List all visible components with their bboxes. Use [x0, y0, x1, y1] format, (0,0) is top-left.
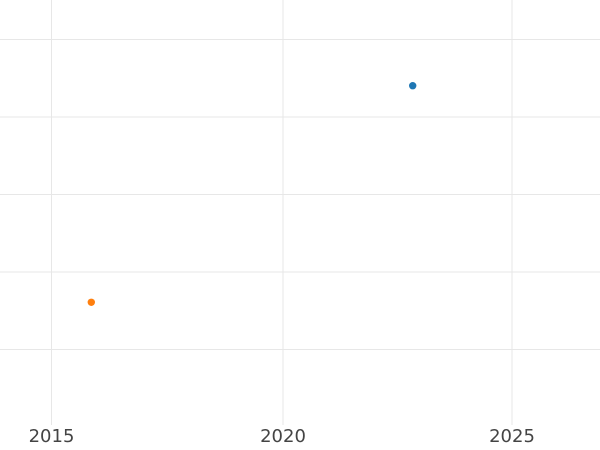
data-point-series-1-blue: [409, 82, 417, 90]
data-point-series-2-orange: [87, 298, 96, 306]
